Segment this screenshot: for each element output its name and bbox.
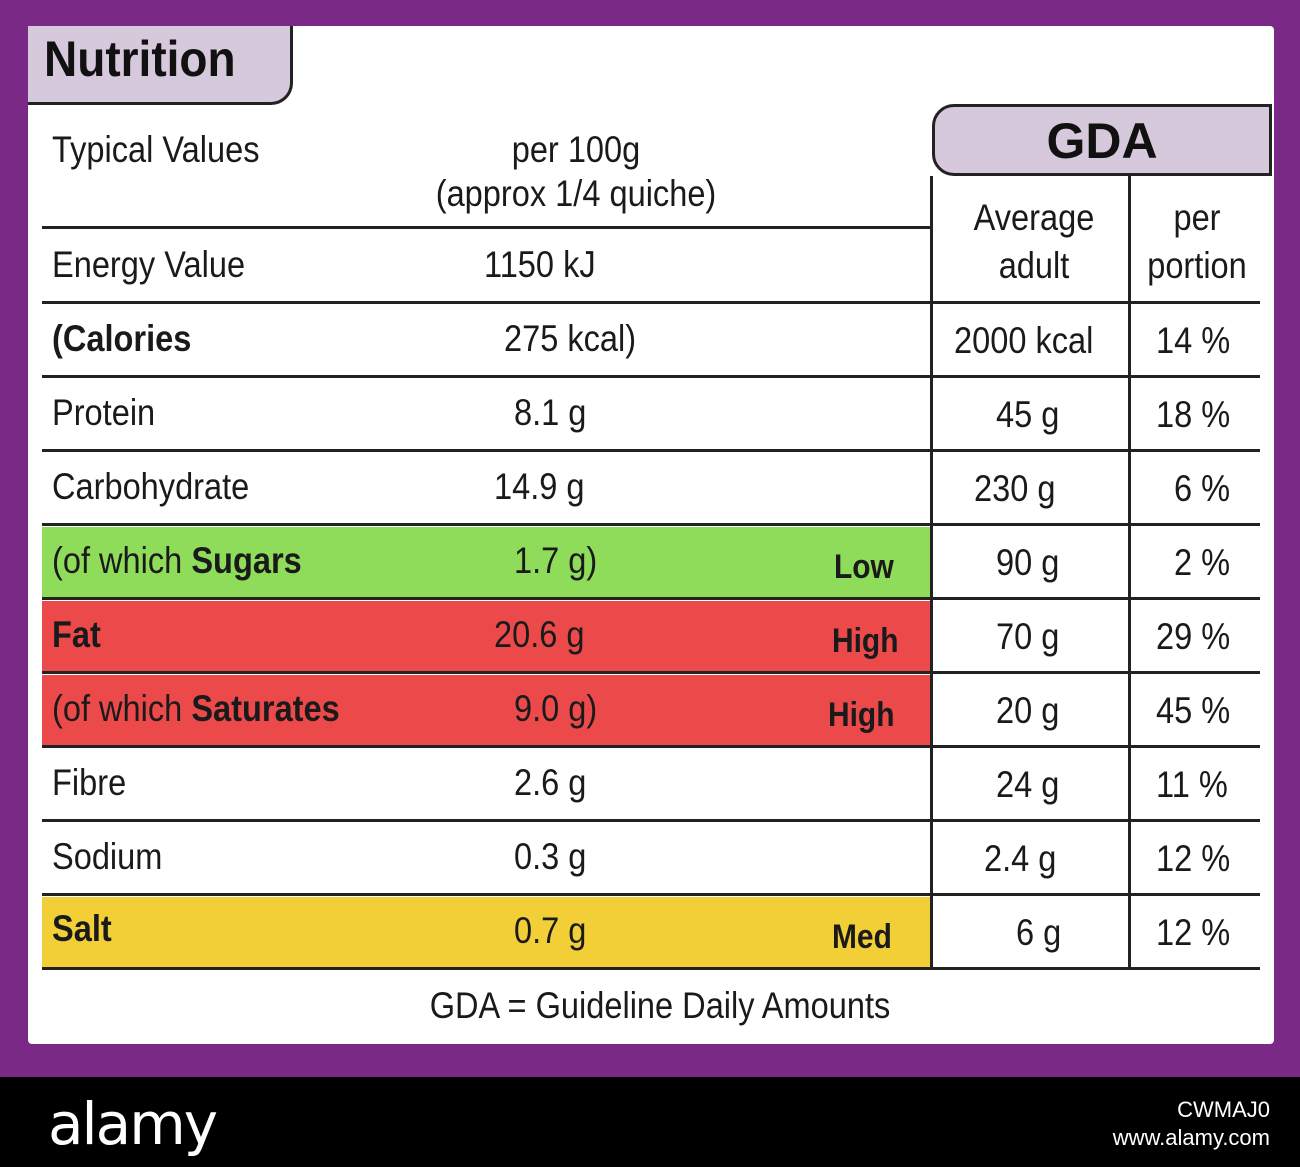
rule-row bbox=[42, 671, 932, 674]
fat-band-high bbox=[42, 601, 932, 672]
row-calories-gda-adult: 2000 kcal bbox=[954, 320, 1094, 361]
alamy-logo: alamy bbox=[48, 1090, 218, 1158]
row-sodium-name: Sodium bbox=[52, 836, 163, 877]
watermark-bar bbox=[0, 1077, 1300, 1167]
rule-row bbox=[42, 375, 932, 378]
gda-footnote: GDA = Guideline Daily Amounts bbox=[429, 985, 891, 1026]
row-calories-value: 275 kcal) bbox=[504, 318, 637, 359]
row-sugars-value: 1.7 g) bbox=[514, 540, 598, 581]
row-fat-rating: High bbox=[832, 622, 899, 660]
row-sodium-gda-adult: 2.4 g bbox=[984, 838, 1057, 879]
row-sodium-value: 0.3 g bbox=[514, 836, 587, 877]
image-id: CWMAJ0 bbox=[1177, 1097, 1270, 1122]
row-saturates-name: (of which Saturates bbox=[52, 687, 340, 731]
row-saturates-rating: High bbox=[828, 696, 895, 734]
header-per: per bbox=[1173, 197, 1221, 238]
header-average: Average bbox=[973, 197, 1095, 238]
gda-divider-middle bbox=[1128, 176, 1131, 970]
row-fibre-value: 2.6 g bbox=[514, 762, 587, 803]
row-sugars-name: (of which Sugars bbox=[52, 539, 302, 583]
gda-rule bbox=[932, 375, 1260, 378]
row-protein-name: Protein bbox=[52, 392, 156, 433]
row-sugars-gda-adult: 90 g bbox=[996, 542, 1060, 583]
gda-rule bbox=[932, 819, 1260, 822]
gda-rule bbox=[932, 671, 1260, 674]
row-saturates-prefix: (of which bbox=[52, 688, 192, 729]
header-typical-values: Typical Values bbox=[52, 129, 260, 170]
row-sugars-prefix: (of which bbox=[52, 540, 192, 581]
gda-rule bbox=[932, 745, 1260, 748]
row-sodium-gda-portion: 12 % bbox=[1156, 838, 1231, 879]
saturates-band-high bbox=[42, 675, 932, 746]
row-fibre-name: Fibre bbox=[52, 762, 127, 803]
gda-rule bbox=[932, 597, 1260, 600]
row-saturates-gda-adult: 20 g bbox=[996, 690, 1060, 731]
row-saturates-gda-portion: 45 % bbox=[1156, 690, 1231, 731]
row-fibre-gda-adult: 24 g bbox=[996, 764, 1060, 805]
site-url: www.alamy.com bbox=[1112, 1125, 1270, 1150]
row-sugars-gda-portion: 2 % bbox=[1174, 542, 1231, 583]
header-portion: portion bbox=[1147, 245, 1247, 286]
rule-bottom bbox=[42, 967, 932, 970]
rule-row bbox=[42, 523, 932, 526]
gda-rule bbox=[932, 301, 1260, 304]
row-energy-value: 1150 kJ bbox=[484, 244, 596, 285]
row-fat-gda-adult: 70 g bbox=[996, 616, 1060, 657]
gda-divider-left bbox=[930, 176, 933, 970]
row-saturates-value: 9.0 g) bbox=[514, 688, 598, 729]
row-salt-name: Salt bbox=[52, 908, 112, 949]
row-fat-gda-portion: 29 % bbox=[1156, 616, 1231, 657]
rule-header bbox=[42, 226, 932, 229]
rule-row bbox=[42, 893, 932, 896]
row-carbohydrate-value: 14.9 g bbox=[494, 466, 585, 507]
row-carbohydrate-gda-portion: 6 % bbox=[1174, 468, 1231, 509]
row-protein-gda-adult: 45 g bbox=[996, 394, 1060, 435]
gda-rule bbox=[932, 449, 1260, 452]
row-sugars-label: Sugars bbox=[191, 540, 302, 581]
row-salt-value: 0.7 g bbox=[514, 910, 587, 951]
sugars-band-low bbox=[42, 527, 932, 598]
gda-rule bbox=[932, 523, 1260, 526]
rule-row bbox=[42, 301, 932, 304]
gda-rule-bottom bbox=[932, 967, 1260, 970]
rule-row bbox=[42, 597, 932, 600]
image-id-block: CWMAJ0 www.alamy.com bbox=[1113, 1096, 1270, 1152]
header-adult: adult bbox=[998, 245, 1070, 286]
rule-row bbox=[42, 819, 932, 822]
row-salt-gda-portion: 12 % bbox=[1156, 912, 1231, 953]
rule-row bbox=[42, 449, 932, 452]
row-calories-name: (Calories bbox=[52, 318, 192, 359]
gda-tab bbox=[932, 104, 1272, 176]
row-salt-gda-adult: 6 g bbox=[1016, 912, 1062, 953]
row-sugars-rating: Low bbox=[834, 548, 894, 586]
row-protein-value: 8.1 g bbox=[514, 392, 587, 433]
header-portion-note: (approx 1/4 quiche) bbox=[435, 173, 717, 214]
salt-band-med bbox=[42, 897, 932, 968]
row-fat-name: Fat bbox=[52, 614, 101, 655]
row-carbohydrate-gda-adult: 230 g bbox=[974, 468, 1056, 509]
row-carbohydrate-name: Carbohydrate bbox=[52, 466, 250, 507]
row-protein-gda-portion: 18 % bbox=[1156, 394, 1231, 435]
header-per-100g: per 100g bbox=[511, 129, 641, 170]
gda-heading: GDA bbox=[1046, 113, 1158, 169]
row-salt-rating: Med bbox=[832, 918, 892, 956]
row-fibre-gda-portion: 11 % bbox=[1156, 764, 1228, 805]
row-fat-value: 20.6 g bbox=[494, 614, 585, 655]
row-energy-name: Energy Value bbox=[52, 244, 246, 285]
gda-rule bbox=[932, 893, 1260, 896]
nutrition-title: Nutrition bbox=[44, 31, 236, 87]
row-saturates-label: Saturates bbox=[191, 688, 340, 729]
rule-row bbox=[42, 745, 932, 748]
row-calories-gda-portion: 14 % bbox=[1156, 320, 1231, 361]
title-tab bbox=[28, 26, 293, 105]
